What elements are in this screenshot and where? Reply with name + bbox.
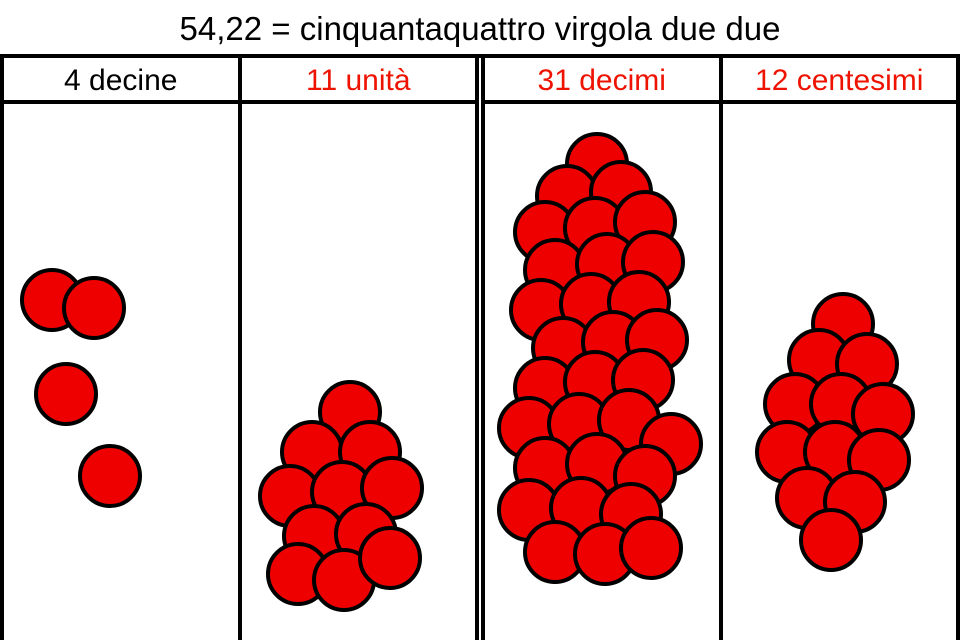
token-dot (799, 508, 863, 572)
col-unita: 11 unità (238, 58, 480, 640)
token-dot (62, 276, 126, 340)
col-decimi-body (485, 104, 719, 640)
col-centesimi-body (723, 104, 957, 640)
figure: 54,22 = cinquantaquattro virgola due due… (0, 0, 960, 640)
col-centesimi: 12 centesimi (719, 58, 960, 640)
title: 54,22 = cinquantaquattro virgola due due (0, 0, 960, 56)
token-dot (78, 444, 142, 508)
token-dot (34, 362, 98, 426)
col-decine: 4 decine (0, 58, 242, 640)
col-decine-body (4, 104, 238, 640)
col-centesimi-head: 12 centesimi (723, 58, 957, 104)
token-dot (619, 516, 683, 580)
token-dot (358, 526, 422, 590)
col-unita-head: 11 unità (242, 58, 476, 104)
col-decimi-head: 31 decimi (485, 58, 719, 104)
col-decimi: 31 decimi (481, 58, 723, 640)
col-unita-body (242, 104, 476, 640)
columns-frame: 4 decine 11 unità 31 decimi 12 centesimi (0, 54, 960, 640)
col-decine-head: 4 decine (4, 58, 238, 104)
